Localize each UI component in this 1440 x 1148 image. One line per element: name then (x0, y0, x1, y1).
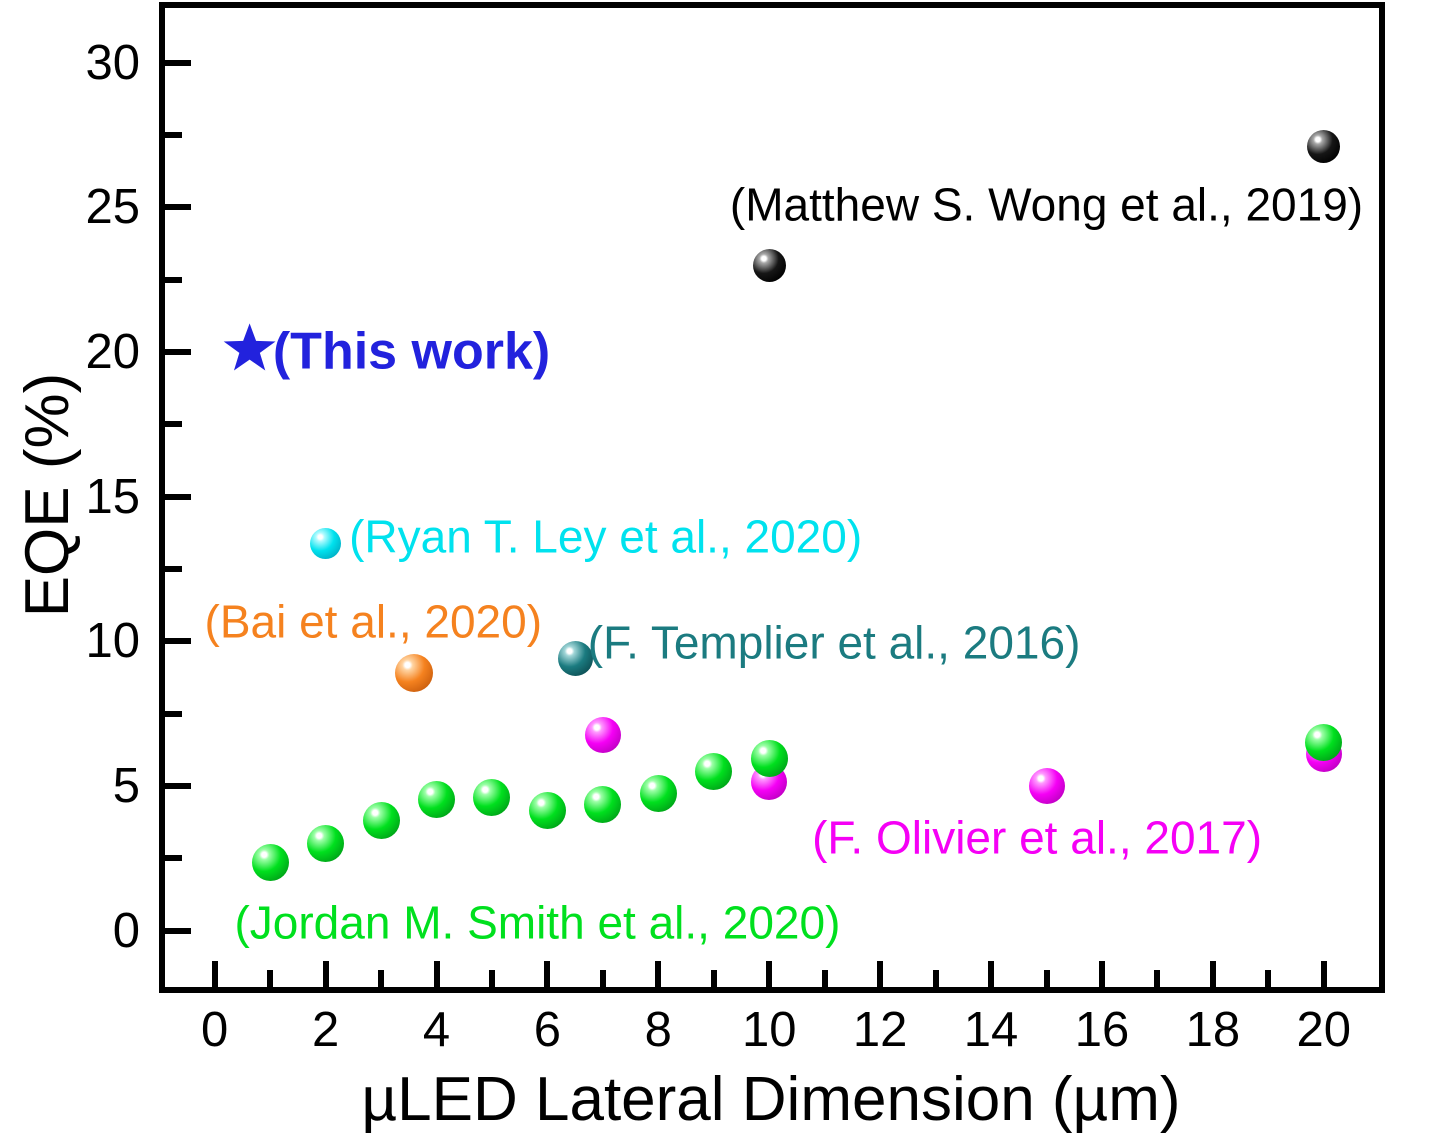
data-point-smith_2020-7 (639, 774, 677, 812)
x-major-tick-8 (655, 961, 662, 987)
x-minor-tick-15 (1043, 970, 1050, 987)
y-major-tick-10 (165, 638, 191, 645)
x-tick-label-20: 20 (1296, 1003, 1352, 1057)
x-tick-label-6: 6 (533, 1003, 562, 1057)
y-minor-tick-27.5 (165, 132, 182, 139)
x-minor-tick-13 (932, 970, 939, 987)
x-minor-tick-5 (488, 970, 495, 987)
x-tick-label-4: 4 (422, 1003, 451, 1057)
data-point-smith_2020-5 (528, 792, 566, 830)
x-major-tick-20 (1320, 961, 1327, 987)
x-major-tick-12 (877, 961, 884, 987)
annotation-ley_2020: (Ryan T. Ley et al., 2020) (349, 510, 863, 563)
y-major-tick-20 (165, 349, 191, 356)
y-major-tick-0 (165, 927, 191, 934)
y-minor-tick-2.5 (165, 855, 182, 862)
annotation-templier_2016: (F. Templier et al., 2016) (587, 616, 1081, 669)
x-major-tick-6 (544, 961, 551, 987)
annotation-olivier_2017: (F. Olivier et al., 2017) (812, 811, 1263, 864)
data-point-smith_2020-6 (584, 786, 622, 824)
x-minor-tick-19 (1265, 970, 1272, 987)
y-major-tick-25 (165, 204, 191, 211)
y-tick-label-0: 0 (112, 903, 140, 958)
y-major-tick-5 (165, 783, 191, 790)
data-point-smith_2020-9 (750, 740, 788, 778)
data-point-smith_2020-10 (1305, 724, 1343, 762)
x-minor-tick-3 (378, 970, 385, 987)
plot-frame (159, 2, 1385, 993)
data-point-smith_2020-4 (473, 779, 511, 817)
x-major-tick-0 (211, 961, 218, 987)
x-major-tick-18 (1209, 961, 1216, 987)
y-tick-label-20: 20 (85, 325, 140, 380)
annotation-this_work: (This work) (272, 322, 551, 381)
y-minor-tick-17.5 (165, 421, 182, 428)
y-axis-title: EQE (%) (13, 372, 82, 618)
x-minor-tick-7 (599, 970, 606, 987)
y-tick-label-10: 10 (85, 614, 140, 669)
data-point-wong_2019-1 (1307, 130, 1341, 164)
y-minor-tick-12.5 (165, 566, 182, 573)
x-minor-tick-9 (710, 970, 717, 987)
annotation-wong_2019: (Matthew S. Wong et al., 2019) (729, 178, 1364, 231)
data-point-ley_2020-0 (310, 527, 342, 559)
data-point-smith_2020-1 (307, 825, 345, 863)
x-major-tick-14 (988, 961, 995, 987)
data-point-smith_2020-8 (695, 753, 733, 791)
annotation-bai_2020: (Bai et al., 2020) (204, 595, 543, 648)
x-minor-tick-11 (821, 970, 828, 987)
y-tick-label-25: 25 (85, 180, 140, 235)
y-minor-tick-22.5 (165, 276, 182, 283)
data-point-olivier_2017-0 (584, 717, 621, 754)
x-minor-tick-1 (267, 970, 274, 987)
x-tick-label-0: 0 (201, 1003, 229, 1057)
x-tick-label-14: 14 (963, 1003, 1019, 1057)
data-point-olivier_2017-2 (1028, 768, 1065, 805)
x-tick-label-18: 18 (1185, 1003, 1241, 1057)
y-minor-tick-7.5 (165, 710, 182, 717)
x-axis-title: µLED Lateral Dimension (µm) (361, 1065, 1181, 1134)
x-tick-label-10: 10 (741, 1003, 797, 1057)
data-point-smith_2020-0 (251, 844, 289, 882)
x-tick-label-12: 12 (852, 1003, 908, 1057)
data-point-bai_2020-0 (395, 654, 434, 693)
y-major-tick-30 (165, 59, 191, 66)
x-tick-label-2: 2 (311, 1003, 340, 1057)
data-point-smith_2020-2 (362, 802, 400, 840)
x-major-tick-4 (433, 961, 440, 987)
y-tick-label-15: 15 (85, 469, 140, 524)
data-point-smith_2020-3 (418, 780, 455, 818)
x-tick-label-16: 16 (1074, 1003, 1130, 1057)
y-major-tick-15 (165, 493, 191, 500)
annotation-smith_2020: (Jordan M. Smith et al., 2020) (234, 897, 841, 950)
x-major-tick-10 (766, 961, 773, 987)
data-point-wong_2019-0 (752, 248, 786, 282)
x-minor-tick-17 (1154, 970, 1161, 987)
x-major-tick-2 (322, 961, 329, 987)
y-tick-label-5: 5 (112, 759, 140, 814)
x-tick-label-8: 8 (644, 1003, 672, 1057)
data-point-templier_2016-0 (557, 641, 593, 677)
y-tick-label-30: 30 (85, 35, 140, 90)
x-major-tick-16 (1098, 961, 1105, 987)
